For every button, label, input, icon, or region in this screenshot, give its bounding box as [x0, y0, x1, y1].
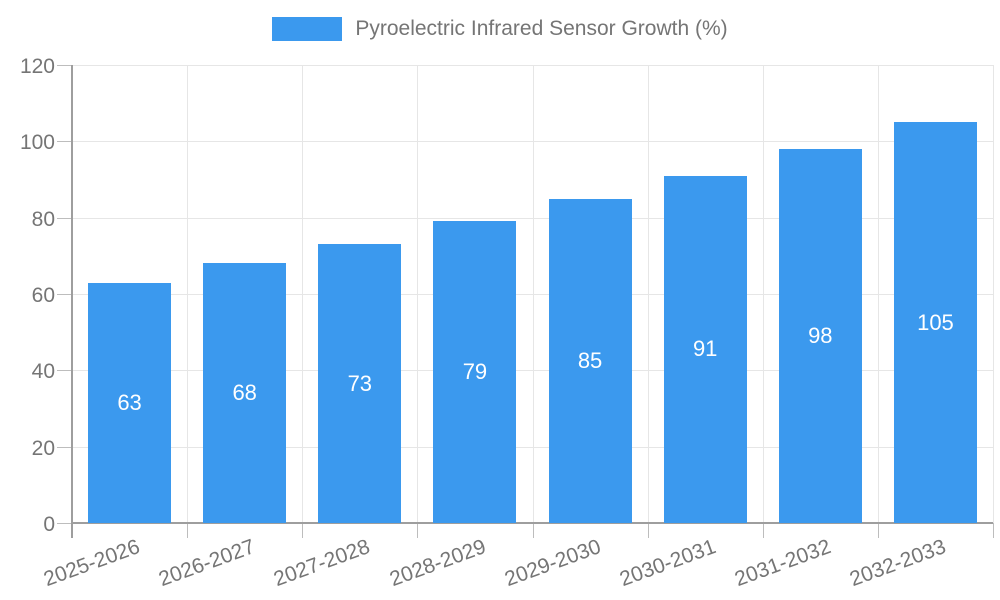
x-tick-mark	[533, 523, 534, 538]
y-axis-tick-label: 120	[19, 55, 55, 78]
x-gridline	[187, 65, 188, 523]
x-gridline	[533, 65, 534, 523]
x-gridline	[648, 65, 649, 523]
x-axis-tick-label: 2029-2030	[501, 535, 604, 592]
bar[interactable]: 91	[663, 175, 747, 523]
bar-value-label: 63	[117, 389, 142, 415]
y-gridline	[72, 65, 993, 66]
y-gridline	[72, 447, 993, 448]
x-axis-tick-label: 2026-2027	[155, 535, 259, 592]
x-gridline	[302, 65, 303, 523]
x-axis-tick-label: 2027-2028	[271, 535, 374, 592]
y-axis-tick-label: 20	[31, 437, 55, 460]
y-axis-line	[71, 65, 73, 538]
bar[interactable]: 85	[548, 198, 632, 523]
y-gridline	[72, 294, 993, 295]
x-gridline	[417, 65, 418, 523]
x-tick-mark	[878, 523, 879, 538]
x-gridline	[763, 65, 764, 523]
x-axis-tick-label: 2031-2032	[731, 535, 834, 592]
bar-value-label: 91	[692, 336, 718, 362]
y-tick-mark	[57, 65, 72, 66]
x-tick-mark	[417, 523, 418, 538]
bar-value-label: 68	[232, 380, 257, 406]
bar-value-label: 79	[462, 359, 488, 385]
x-gridline	[878, 65, 879, 523]
bar-value-label: 85	[577, 347, 603, 373]
y-tick-mark	[57, 523, 72, 524]
x-axis-tick-label: 2025-2026	[40, 535, 144, 592]
x-axis-tick-label: 2030-2031	[616, 535, 719, 592]
x-tick-mark	[648, 523, 649, 538]
legend-label: Pyroelectric Infrared Sensor Growth (%)	[355, 17, 728, 40]
y-tick-mark	[57, 141, 72, 142]
bar[interactable]: 105	[893, 122, 977, 523]
x-gridline	[993, 65, 994, 523]
x-axis-tick-label: 2032-2033	[846, 535, 949, 592]
bar-value-label: 73	[347, 370, 373, 396]
x-tick-mark	[187, 523, 188, 538]
y-tick-mark	[57, 218, 72, 219]
y-axis-tick-label: 40	[31, 360, 55, 383]
bar[interactable]: 79	[433, 221, 517, 523]
y-gridline	[72, 370, 993, 371]
legend[interactable]: Pyroelectric Infrared Sensor Growth (%)	[0, 17, 1000, 41]
x-tick-mark	[993, 523, 994, 538]
x-axis-tick-label: 2028-2029	[386, 535, 489, 592]
bar[interactable]: 98	[778, 148, 862, 523]
legend-swatch-icon	[272, 17, 343, 41]
y-tick-mark	[57, 447, 72, 448]
y-gridline	[72, 141, 993, 142]
y-axis-tick-label: 0	[43, 513, 55, 536]
x-tick-mark	[302, 523, 303, 538]
bar[interactable]: 68	[203, 263, 287, 523]
x-axis-line	[72, 522, 993, 524]
y-tick-mark	[57, 370, 72, 371]
bar[interactable]: 73	[318, 244, 402, 523]
y-axis-tick-label: 80	[31, 208, 55, 231]
bar-value-label: 105	[917, 309, 954, 335]
bar[interactable]: 63	[88, 282, 172, 523]
y-axis-tick-label: 60	[31, 284, 55, 307]
y-gridline	[72, 218, 993, 219]
y-tick-mark	[57, 294, 72, 295]
x-tick-mark	[763, 523, 764, 538]
bar-value-label: 98	[808, 322, 833, 348]
y-axis-tick-label: 100	[19, 131, 55, 154]
